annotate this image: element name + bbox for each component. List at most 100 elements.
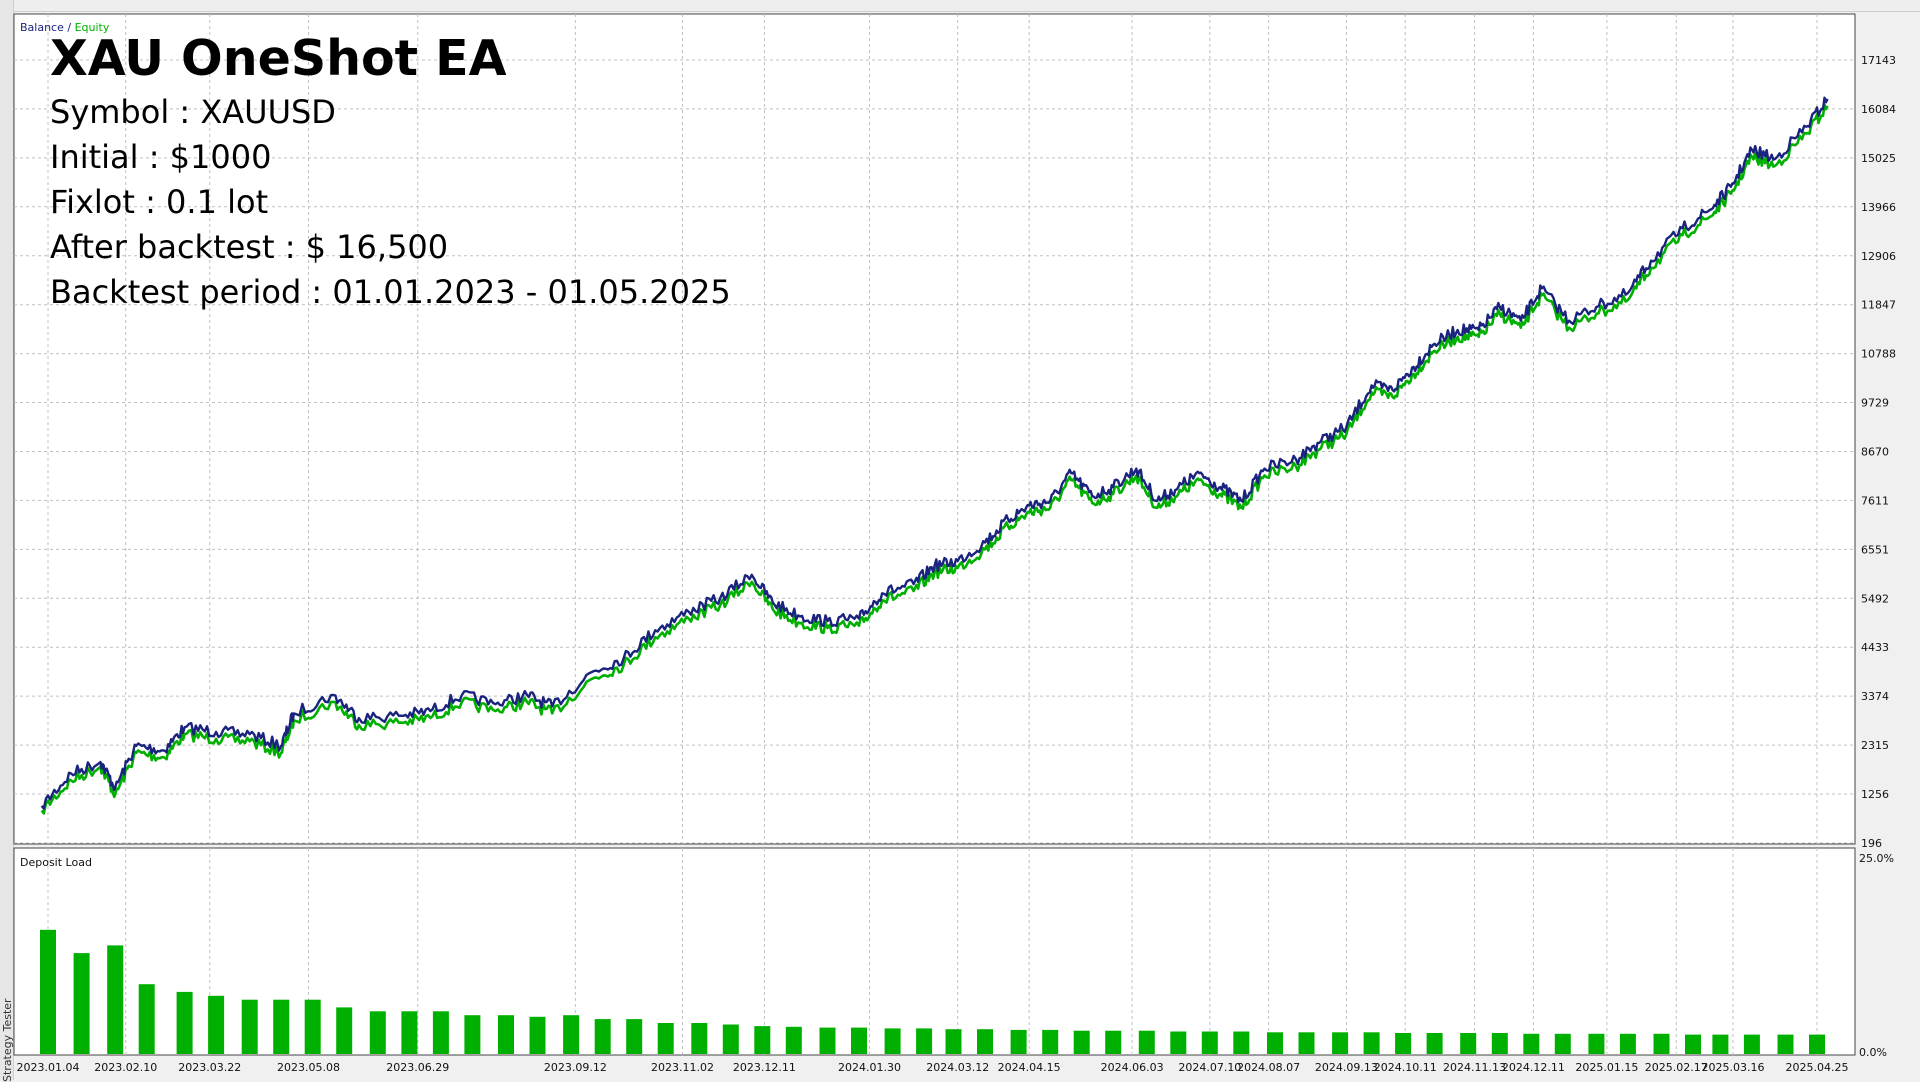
deposit-load-bar [1491,1033,1508,1054]
deposit-load-bar [1777,1034,1794,1054]
deposit-load-bar [1267,1032,1283,1054]
y-tick-9: 9729 [1861,397,1889,410]
deposit-load-bar [369,1011,386,1054]
deposit-load-bar [1554,1033,1571,1054]
deposit-load-bar [40,929,56,1054]
x-tick-18: 2025.01.15 [1575,1061,1638,1074]
x-tick-12: 2024.07.10 [1178,1061,1241,1074]
x-tick-17: 2024.12.11 [1502,1061,1565,1074]
x-tick-15: 2024.10.11 [1374,1061,1437,1074]
x-tick-6: 2023.11.02 [651,1061,714,1074]
deposit-load-bar [1588,1033,1605,1054]
deposit-load-bar [657,1023,674,1054]
x-tick-1: 2023.02.10 [94,1061,157,1074]
y-tick-0: 196 [1861,837,1882,850]
y-tick-12: 12906 [1861,250,1896,263]
x-tick-13: 2024.08.07 [1237,1061,1300,1074]
deposit-load-bar [1073,1030,1090,1054]
x-tick-8: 2024.01.30 [838,1061,901,1074]
deposit-load-bar [1233,1031,1250,1054]
x-tick-14: 2024.09.13 [1315,1061,1378,1074]
deposit-load-bar [107,945,124,1054]
x-ticks: 2023.01.04 2023.02.10 2023.03.22 2023.05.08… [17,1061,1849,1074]
deposit-load-bar [1460,1033,1477,1054]
deposit-load-bar [594,1019,611,1054]
deposit-load-bar [1138,1030,1155,1054]
y-tick-14: 15025 [1861,152,1896,165]
x-tick-7: 2023.12.11 [733,1061,796,1074]
deposit-load-bar [1809,1034,1825,1054]
deposit-load-bar [851,1027,867,1054]
x-tick-11: 2024.06.03 [1101,1061,1164,1074]
equity-line [40,103,1829,815]
deposit-load-frame [13,847,1856,1056]
deposit-load-bar [1170,1031,1187,1054]
info-symbol: Symbol : XAUUSD [50,93,336,131]
y-tick-7: 7611 [1861,494,1889,507]
x-tick-9: 2024.03.12 [926,1061,989,1074]
deposit-load-bar [691,1023,708,1054]
legend-equity: Equity [75,21,110,34]
deposit-load-bar [208,995,225,1054]
deposit-load-bar [336,1007,353,1054]
main-y-ticks: 196 1256 2315 3374 4433 5492 6551 7611 8670 9729 1… [1861,54,1896,850]
x-tick-10: 2024.04.15 [998,1061,1061,1074]
legend-separator: / [64,21,75,34]
x-tick-2: 2023.03.22 [178,1061,241,1074]
info-fixlot: Fixlot : 0.1 lot [50,183,269,221]
info-after-backtest: After backtest : $ 16,500 [50,228,449,266]
info-initial: Initial : $1000 [50,138,272,176]
deposit-load-bar [241,999,258,1054]
y-tick-1: 1256 [1861,788,1889,801]
deposit-load-bar [626,1019,643,1054]
y-tick-6: 6551 [1861,543,1889,556]
deposit-load-bar [1653,1033,1670,1054]
deposit-load-bar [1685,1034,1701,1054]
deposit-load-bar [754,1026,771,1054]
x-tick-3: 2023.05.08 [277,1061,340,1074]
deposit-load-bar [945,1029,962,1054]
deposit-load-bar [563,1015,580,1054]
deposit-load-bar [1010,1029,1027,1054]
info-backtest-period: Backtest period : 01.01.2023 - 01.05.202… [50,273,731,311]
y-tick-2: 2315 [1861,739,1889,752]
deposit-load-bar [1298,1032,1315,1054]
deposit-load-bar [304,999,321,1054]
balance-line-group [40,96,1829,810]
deposit-load-bar [1332,1032,1349,1054]
y-tick-4: 4433 [1861,641,1889,654]
x-tick-4: 2023.06.29 [386,1061,449,1074]
deposit-load-title: Deposit Load [20,856,92,869]
y-tick-15: 16084 [1861,103,1896,116]
deposit-load-bar [273,999,290,1054]
deposit-load-bar [1363,1032,1380,1054]
equity-line-group [40,103,1829,815]
deposit-load-bar [1042,1029,1059,1054]
backtest-info-overlay: XAU OneShot EA Symbol : XAUUSD Initial :… [50,28,731,315]
sub-y-ticks: 25.0% 0.0% [1859,852,1894,1059]
x-tick-16: 2024.11.13 [1443,1061,1506,1074]
deposit-load-bar [1619,1033,1636,1054]
deposit-load-bar [1523,1033,1540,1054]
y-tick-5: 5492 [1861,592,1889,605]
deposit-load-bar [401,1011,418,1054]
deposit-load-bar [819,1027,836,1054]
sub-y-tick-bottom: 0.0% [1859,1046,1887,1059]
y-tick-13: 13966 [1861,201,1896,214]
balance-line [40,96,1829,810]
deposit-load-bar [1105,1030,1122,1054]
deposit-load-bar [785,1026,802,1054]
deposit-load-bar [498,1015,514,1054]
deposit-load-bar [73,953,90,1054]
deposit-load-bar [977,1029,993,1054]
deposit-load-bar [432,1011,449,1054]
y-tick-8: 8670 [1861,445,1889,458]
deposit-load-bar [1201,1031,1218,1054]
sub-y-tick-top: 25.0% [1859,852,1894,865]
deposit-load-bar [884,1028,901,1054]
deposit-load-bar [722,1024,739,1054]
deposit-load-bar [1712,1034,1729,1054]
deposit-load-bar [916,1028,933,1054]
x-tick-5: 2023.09.12 [544,1061,607,1074]
main-grid [14,14,1855,844]
